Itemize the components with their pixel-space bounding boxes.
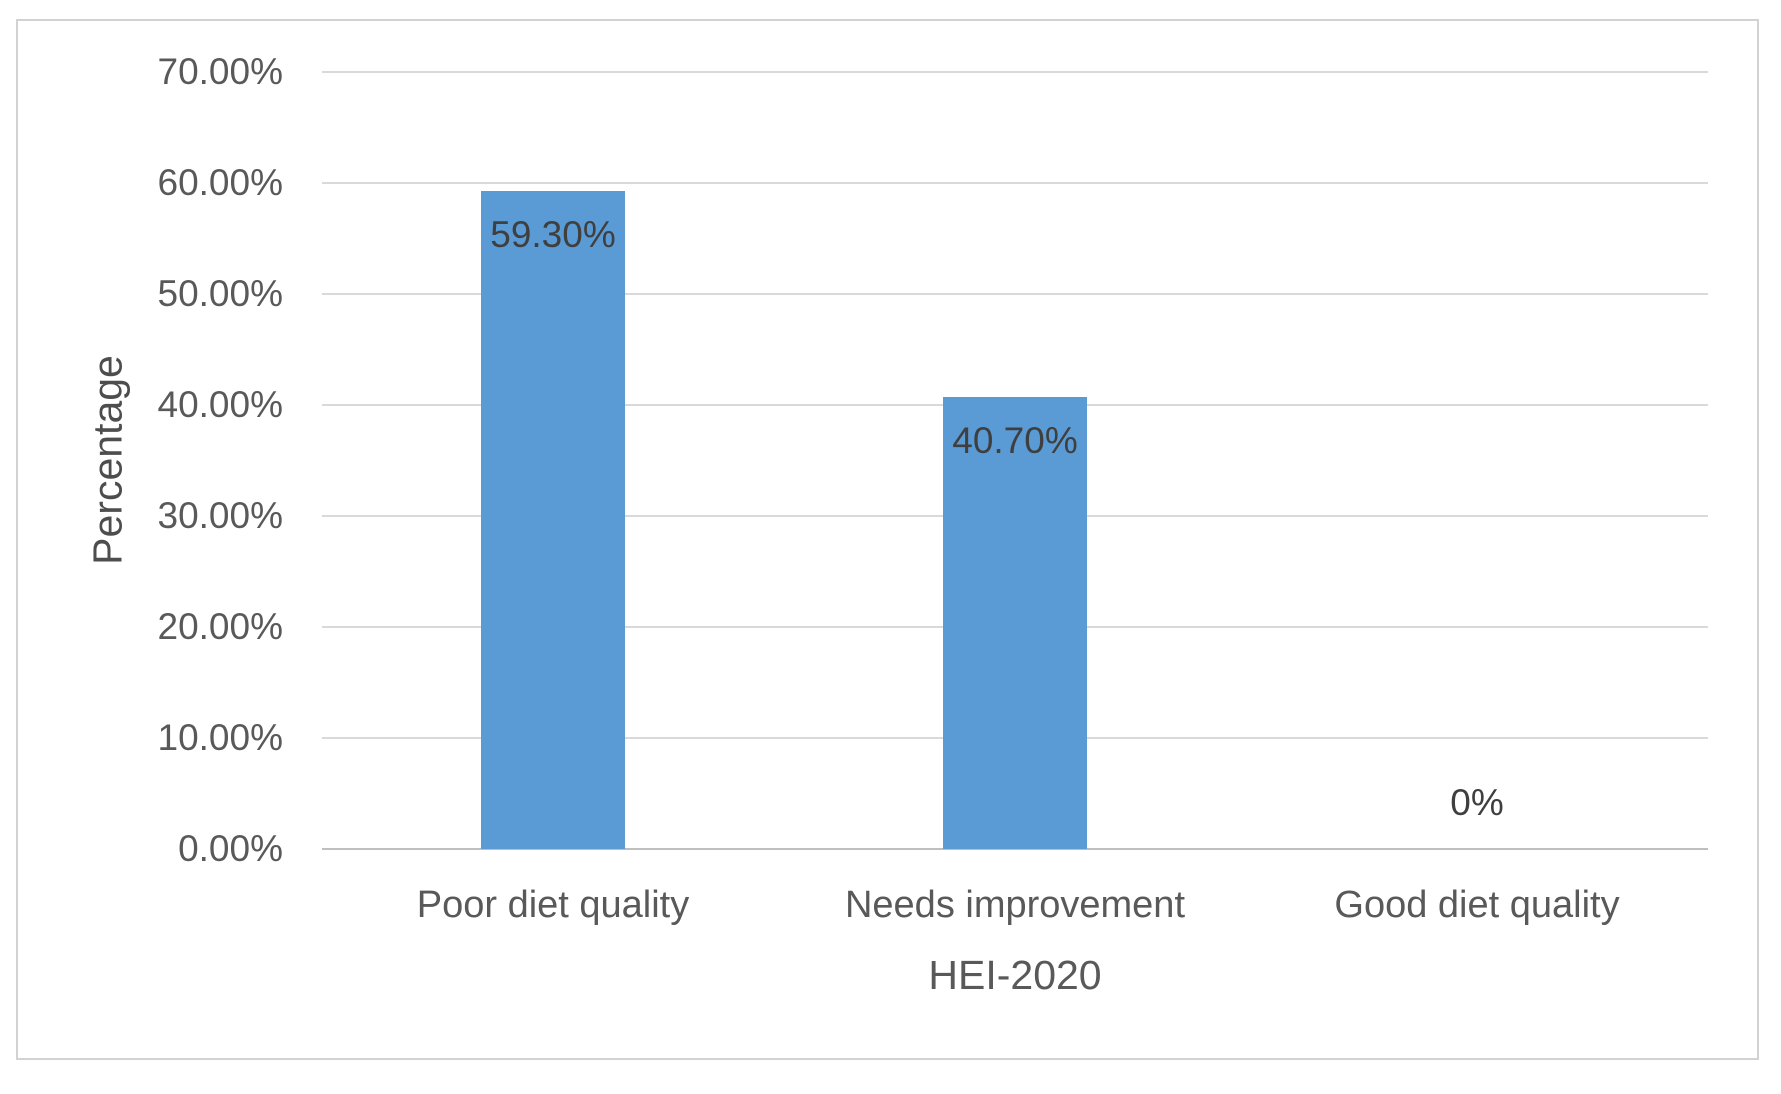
y-tick-label-70: 70.00% — [157, 51, 284, 92]
y-tick-label-30: 30.00% — [157, 495, 284, 536]
data-label-1: 40.70% — [952, 420, 1078, 462]
gridline-60 — [322, 182, 1708, 184]
gridline-70 — [322, 71, 1708, 73]
x-axis-line — [322, 848, 1708, 850]
bar-1 — [943, 397, 1087, 849]
bar-0 — [481, 190, 625, 849]
chart-frame — [16, 19, 1759, 1060]
plot-area — [322, 71, 1708, 850]
x-category-label-0: Poor diet quality — [416, 884, 690, 926]
y-tick-label-60: 60.00% — [157, 162, 284, 203]
y-tick-label-20: 20.00% — [157, 606, 284, 647]
y-tick-label-40: 40.00% — [157, 384, 284, 425]
data-label-2: 0% — [1450, 782, 1504, 823]
y-tick-label-0: 0.00% — [178, 828, 283, 869]
gridline-50 — [322, 293, 1708, 295]
x-category-label-1: Needs improvement — [844, 884, 1186, 926]
y-tick-label-10: 10.00% — [157, 717, 284, 758]
y-tick-label-50: 50.00% — [157, 273, 284, 314]
x-axis-title: HEI-2020 — [928, 952, 1102, 998]
data-label-0: 59.30% — [490, 213, 616, 255]
x-category-label-2: Good diet quality — [1334, 884, 1620, 926]
